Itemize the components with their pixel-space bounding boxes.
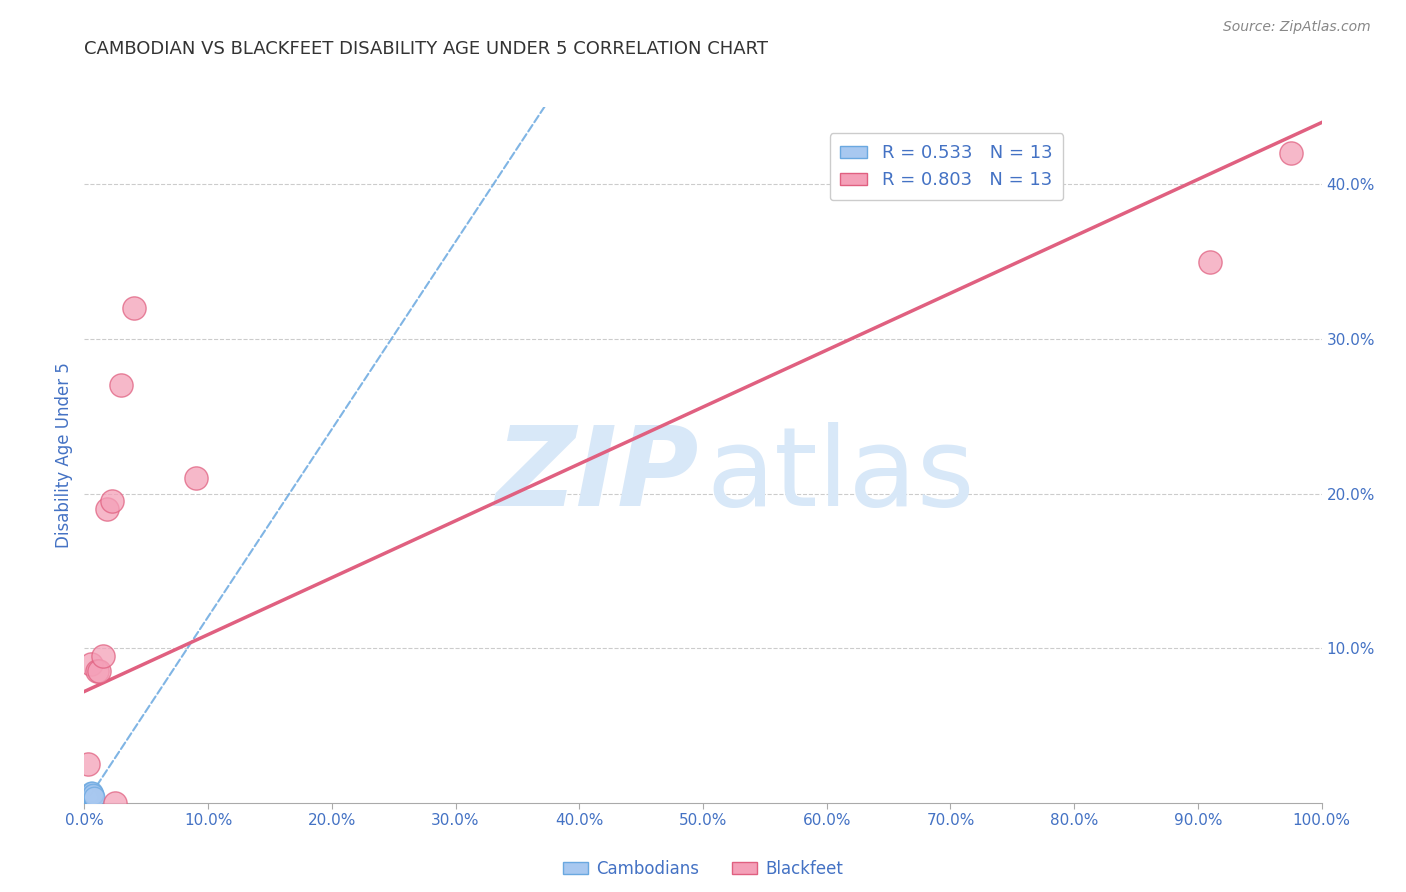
- Point: [82, 788, 104, 802]
- Point: [86, 665, 108, 679]
- Point: [110, 378, 132, 392]
- Point: [79, 787, 101, 801]
- Point: [122, 301, 145, 315]
- Point: [79, 788, 101, 802]
- Point: [79, 789, 101, 804]
- Point: [77, 789, 100, 804]
- Point: [79, 787, 101, 801]
- Point: [83, 789, 105, 804]
- Point: [77, 788, 100, 802]
- Point: [96, 502, 118, 516]
- Y-axis label: Disability Age Under 5: Disability Age Under 5: [55, 362, 73, 548]
- Point: [1279, 146, 1302, 161]
- Point: [80, 788, 103, 802]
- Point: [76, 791, 98, 805]
- Text: atlas: atlas: [707, 422, 976, 529]
- Point: [79, 657, 101, 671]
- Point: [82, 787, 104, 801]
- Point: [77, 757, 100, 772]
- Text: Source: ZipAtlas.com: Source: ZipAtlas.com: [1223, 20, 1371, 34]
- Point: [79, 785, 101, 799]
- Legend: Cambodians, Blackfeet: Cambodians, Blackfeet: [555, 853, 851, 884]
- Point: [1199, 254, 1222, 268]
- Point: [80, 785, 103, 799]
- Point: [184, 471, 207, 485]
- Point: [100, 494, 122, 508]
- Point: [91, 648, 114, 663]
- Point: [104, 796, 127, 810]
- Text: CAMBODIAN VS BLACKFEET DISABILITY AGE UNDER 5 CORRELATION CHART: CAMBODIAN VS BLACKFEET DISABILITY AGE UN…: [84, 40, 768, 58]
- Text: ZIP: ZIP: [496, 422, 699, 529]
- Point: [89, 665, 111, 679]
